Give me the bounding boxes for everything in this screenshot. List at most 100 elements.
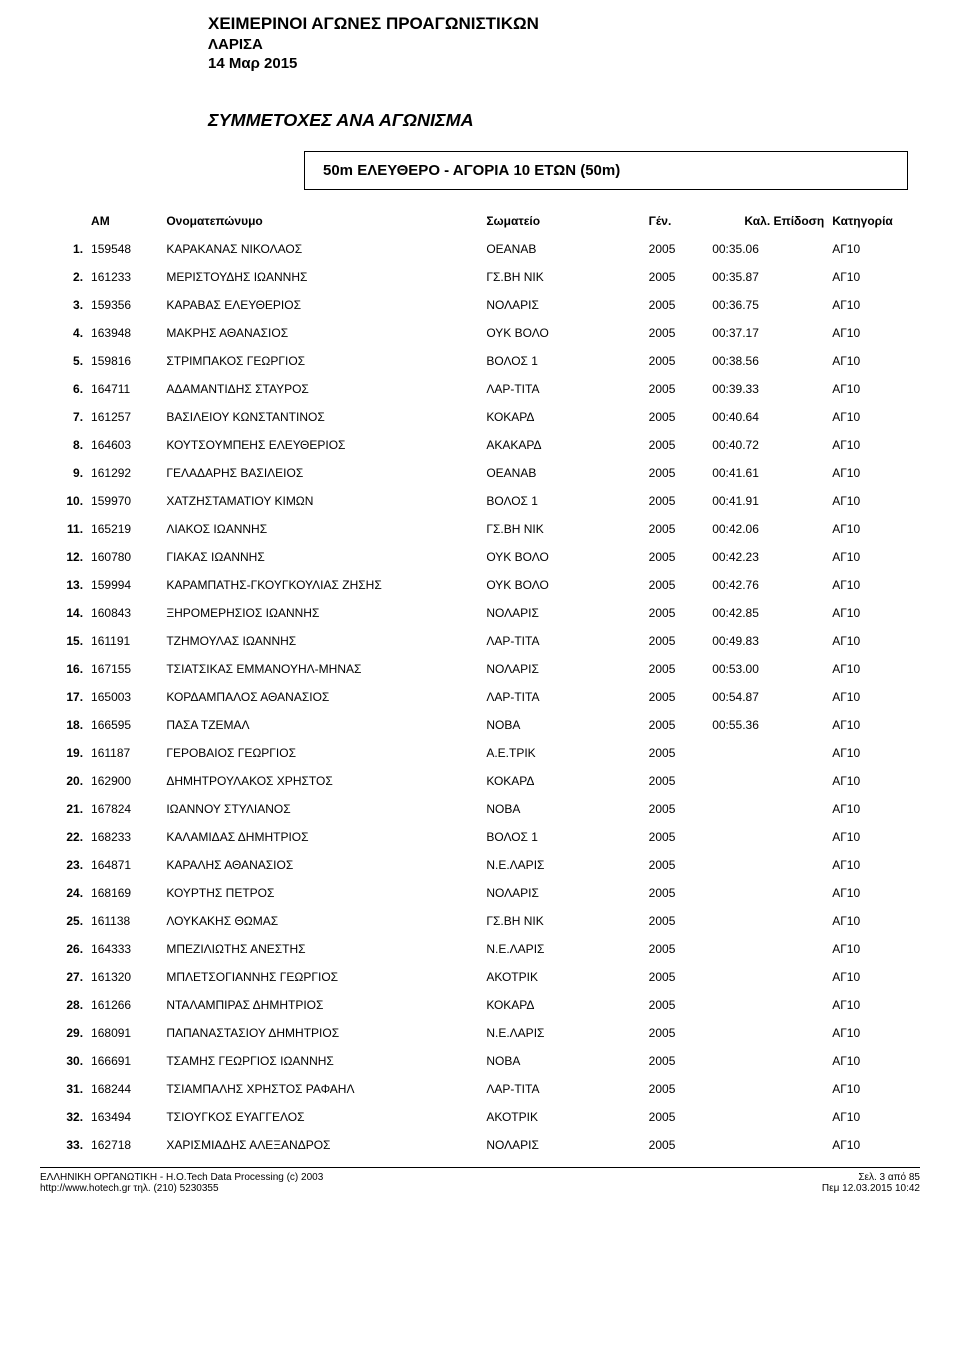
cell-am: 163948 bbox=[87, 319, 162, 347]
cell-am: 159970 bbox=[87, 487, 162, 515]
col-name: Ονοματεπώνυμο bbox=[162, 208, 482, 235]
cell-year: 2005 bbox=[645, 347, 709, 375]
cell-cat: ΑΓ10 bbox=[828, 515, 920, 543]
cell-am: 159816 bbox=[87, 347, 162, 375]
cell-year: 2005 bbox=[645, 627, 709, 655]
cell-year: 2005 bbox=[645, 263, 709, 291]
cell-rank: 27. bbox=[40, 963, 87, 991]
cell-cat: ΑΓ10 bbox=[828, 963, 920, 991]
cell-name: ΤΣΑΜΗΣ ΓΕΩΡΓΙΟΣ ΙΩΑΝΝΗΣ bbox=[162, 1047, 482, 1075]
cell-name: ΤΖΗΜΟΥΛΑΣ ΙΩΑΝΝΗΣ bbox=[162, 627, 482, 655]
cell-name: ΞΗΡΟΜΕΡΗΣΙΟΣ ΙΩΑΝΝΗΣ bbox=[162, 599, 482, 627]
cell-club: ΟΥΚ ΒΟΛΟ bbox=[482, 319, 644, 347]
section-title: ΣΥΜΜΕΤΟΧΕΣ ΑΝΑ ΑΓΩΝΙΣΜΑ bbox=[208, 110, 920, 131]
cell-am: 159356 bbox=[87, 291, 162, 319]
cell-cat: ΑΓ10 bbox=[828, 907, 920, 935]
cell-club: ΒΟΛΟΣ 1 bbox=[482, 823, 644, 851]
cell-name: ΚΟΥΡΤΗΣ ΠΕΤΡΟΣ bbox=[162, 879, 482, 907]
cell-year: 2005 bbox=[645, 963, 709, 991]
table-row: 15.161191ΤΖΗΜΟΥΛΑΣ ΙΩΑΝΝΗΣΛΑΡ-ΤΙΤΑ200500… bbox=[40, 627, 920, 655]
cell-am: 166595 bbox=[87, 711, 162, 739]
table-header-row: ΑΜ Ονοματεπώνυμο Σωματείο Γέν. Καλ. Επίδ… bbox=[40, 208, 920, 235]
cell-am: 168169 bbox=[87, 879, 162, 907]
cell-rank: 5. bbox=[40, 347, 87, 375]
cell-time: 00:38.56 bbox=[708, 347, 828, 375]
cell-time bbox=[708, 963, 828, 991]
cell-name: ΧΑΤΖΗΣΤΑΜΑΤΙΟΥ ΚΙΜΩΝ bbox=[162, 487, 482, 515]
cell-cat: ΑΓ10 bbox=[828, 403, 920, 431]
cell-club: ΓΣ.ΒΗ ΝΙΚ bbox=[482, 263, 644, 291]
footer-page-number: Σελ. 3 από 85 bbox=[822, 1172, 920, 1183]
cell-rank: 17. bbox=[40, 683, 87, 711]
table-row: 25.161138ΛΟΥΚΑΚΗΣ ΘΩΜΑΣΓΣ.ΒΗ ΝΙΚ2005ΑΓ10 bbox=[40, 907, 920, 935]
cell-cat: ΑΓ10 bbox=[828, 739, 920, 767]
footer-left-1: ΕΛΛΗΝΙΚΗ ΟΡΓΑΝΩΤΙΚΗ - H.O.Tech Data Proc… bbox=[40, 1172, 323, 1183]
table-row: 24.168169ΚΟΥΡΤΗΣ ΠΕΤΡΟΣΝΟΛΑΡΙΣ2005ΑΓ10 bbox=[40, 879, 920, 907]
cell-cat: ΑΓ10 bbox=[828, 375, 920, 403]
cell-club: ΝΟΛΑΡΙΣ bbox=[482, 655, 644, 683]
cell-rank: 20. bbox=[40, 767, 87, 795]
cell-time: 00:55.36 bbox=[708, 711, 828, 739]
cell-time: 00:49.83 bbox=[708, 627, 828, 655]
cell-year: 2005 bbox=[645, 431, 709, 459]
cell-club: ΒΟΛΟΣ 1 bbox=[482, 487, 644, 515]
cell-time: 00:53.00 bbox=[708, 655, 828, 683]
cell-rank: 11. bbox=[40, 515, 87, 543]
cell-time bbox=[708, 1075, 828, 1103]
cell-rank: 4. bbox=[40, 319, 87, 347]
cell-cat: ΑΓ10 bbox=[828, 487, 920, 515]
col-club: Σωματείο bbox=[482, 208, 644, 235]
cell-rank: 9. bbox=[40, 459, 87, 487]
cell-club: ΚΟΚΑΡΔ bbox=[482, 767, 644, 795]
cell-name: ΠΑΠΑΝΑΣΤΑΣΙΟΥ ΔΗΜΗΤΡΙΟΣ bbox=[162, 1019, 482, 1047]
cell-year: 2005 bbox=[645, 571, 709, 599]
cell-name: ΚΑΛΑΜΙΔΑΣ ΔΗΜΗΤΡΙΟΣ bbox=[162, 823, 482, 851]
cell-rank: 15. bbox=[40, 627, 87, 655]
cell-name: ΤΣΙΑΤΣΙΚΑΣ ΕΜΜΑΝΟΥΗΛ-ΜΗΝΑΣ bbox=[162, 655, 482, 683]
cell-rank: 31. bbox=[40, 1075, 87, 1103]
cell-rank: 18. bbox=[40, 711, 87, 739]
cell-cat: ΑΓ10 bbox=[828, 599, 920, 627]
cell-rank: 3. bbox=[40, 291, 87, 319]
cell-name: ΚΑΡΑΒΑΣ ΕΛΕΥΘΕΡΙΟΣ bbox=[162, 291, 482, 319]
cell-cat: ΑΓ10 bbox=[828, 851, 920, 879]
cell-am: 159994 bbox=[87, 571, 162, 599]
cell-am: 168233 bbox=[87, 823, 162, 851]
cell-club: ΟΕΑΝΑΒ bbox=[482, 235, 644, 264]
cell-club: ΑΚΑΚΑΡΔ bbox=[482, 431, 644, 459]
table-row: 19.161187ΓΕΡΟΒΑΙΟΣ ΓΕΩΡΓΙΟΣΑ.Ε.ΤΡΙΚ2005Α… bbox=[40, 739, 920, 767]
cell-club: ΝΟΛΑΡΙΣ bbox=[482, 599, 644, 627]
cell-year: 2005 bbox=[645, 767, 709, 795]
table-row: 2.161233ΜΕΡΙΣΤΟΥΔΗΣ ΙΩΑΝΝΗΣΓΣ.ΒΗ ΝΙΚ2005… bbox=[40, 263, 920, 291]
cell-club: ΚΟΚΑΡΔ bbox=[482, 403, 644, 431]
cell-name: ΚΑΡΑΜΠΑΤΗΣ-ΓΚΟΥΓΚΟΥΛΙΑΣ ΖΗΣΗΣ bbox=[162, 571, 482, 599]
table-row: 6.164711ΑΔΑΜΑΝΤΙΔΗΣ ΣΤΑΥΡΟΣΛΑΡ-ΤΙΤΑ20050… bbox=[40, 375, 920, 403]
cell-club: ΚΟΚΑΡΔ bbox=[482, 991, 644, 1019]
cell-name: ΛΙΑΚΟΣ ΙΩΑΝΝΗΣ bbox=[162, 515, 482, 543]
table-row: 7.161257ΒΑΣΙΛΕΙΟΥ ΚΩΝΣΤΑΝΤΙΝΟΣΚΟΚΑΡΔ2005… bbox=[40, 403, 920, 431]
cell-am: 165219 bbox=[87, 515, 162, 543]
cell-name: ΣΤΡΙΜΠΑΚΟΣ ΓΕΩΡΓΙΟΣ bbox=[162, 347, 482, 375]
cell-cat: ΑΓ10 bbox=[828, 1103, 920, 1131]
cell-club: ΝΟΛΑΡΙΣ bbox=[482, 1131, 644, 1159]
cell-time: 00:42.76 bbox=[708, 571, 828, 599]
cell-time bbox=[708, 907, 828, 935]
cell-time bbox=[708, 1131, 828, 1159]
page-footer: ΕΛΛΗΝΙΚΗ ΟΡΓΑΝΩΤΙΚΗ - H.O.Tech Data Proc… bbox=[40, 1167, 920, 1194]
table-row: 32.163494ΤΣΙΟΥΓΚΟΣ ΕΥΑΓΓΕΛΟΣΑΚΟΤΡΙΚ2005Α… bbox=[40, 1103, 920, 1131]
cell-time: 00:41.61 bbox=[708, 459, 828, 487]
cell-year: 2005 bbox=[645, 683, 709, 711]
cell-am: 167824 bbox=[87, 795, 162, 823]
cell-cat: ΑΓ10 bbox=[828, 1047, 920, 1075]
cell-am: 161187 bbox=[87, 739, 162, 767]
cell-name: ΧΑΡΙΣΜΙΑΔΗΣ ΑΛΕΞΑΝΔΡΟΣ bbox=[162, 1131, 482, 1159]
cell-cat: ΑΓ10 bbox=[828, 655, 920, 683]
cell-rank: 28. bbox=[40, 991, 87, 1019]
page-header: ΧΕΙΜΕΡΙΝΟΙ ΑΓΩΝΕΣ ΠΡΟΑΓΩΝΙΣΤΙΚΩΝ ΛΑΡΙΣΑ … bbox=[208, 14, 920, 72]
cell-rank: 19. bbox=[40, 739, 87, 767]
cell-am: 168091 bbox=[87, 1019, 162, 1047]
cell-cat: ΑΓ10 bbox=[828, 683, 920, 711]
cell-club: ΑΚΟΤΡΙΚ bbox=[482, 1103, 644, 1131]
cell-rank: 2. bbox=[40, 263, 87, 291]
cell-cat: ΑΓ10 bbox=[828, 1019, 920, 1047]
